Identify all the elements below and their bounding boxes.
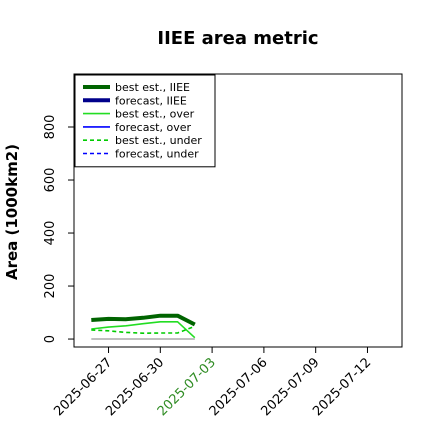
legend-label: forecast, IIEE [115, 94, 187, 107]
legend-label: best est., under [115, 134, 202, 147]
y-tick-label: 200 [43, 274, 58, 299]
y-tick-label: 800 [43, 115, 58, 140]
y-tick-label: 0 [43, 335, 58, 343]
series-line-2 [91, 320, 196, 339]
legend-label: best est., IIEE [115, 81, 190, 94]
y-axis-label: Area (1000km2) [3, 144, 21, 280]
legend-label: forecast, under [115, 148, 199, 161]
plot-frame [73, 73, 403, 348]
y-tick-label: 600 [43, 168, 58, 193]
chart-title: IIEE area metric [157, 28, 318, 49]
legend-label: forecast, over [115, 121, 191, 134]
legend-box [74, 74, 216, 168]
x-axis: 2025-06-272025-06-302025-07-032025-07-06… [51, 347, 374, 419]
y-tick-label: 400 [43, 221, 58, 246]
series-line-0 [91, 313, 196, 327]
legend-label: best est., over [115, 108, 195, 121]
y-axis: 0 200 400 600 800 [43, 115, 74, 343]
series-layer [91, 313, 196, 340]
series-line-4 [91, 325, 196, 335]
